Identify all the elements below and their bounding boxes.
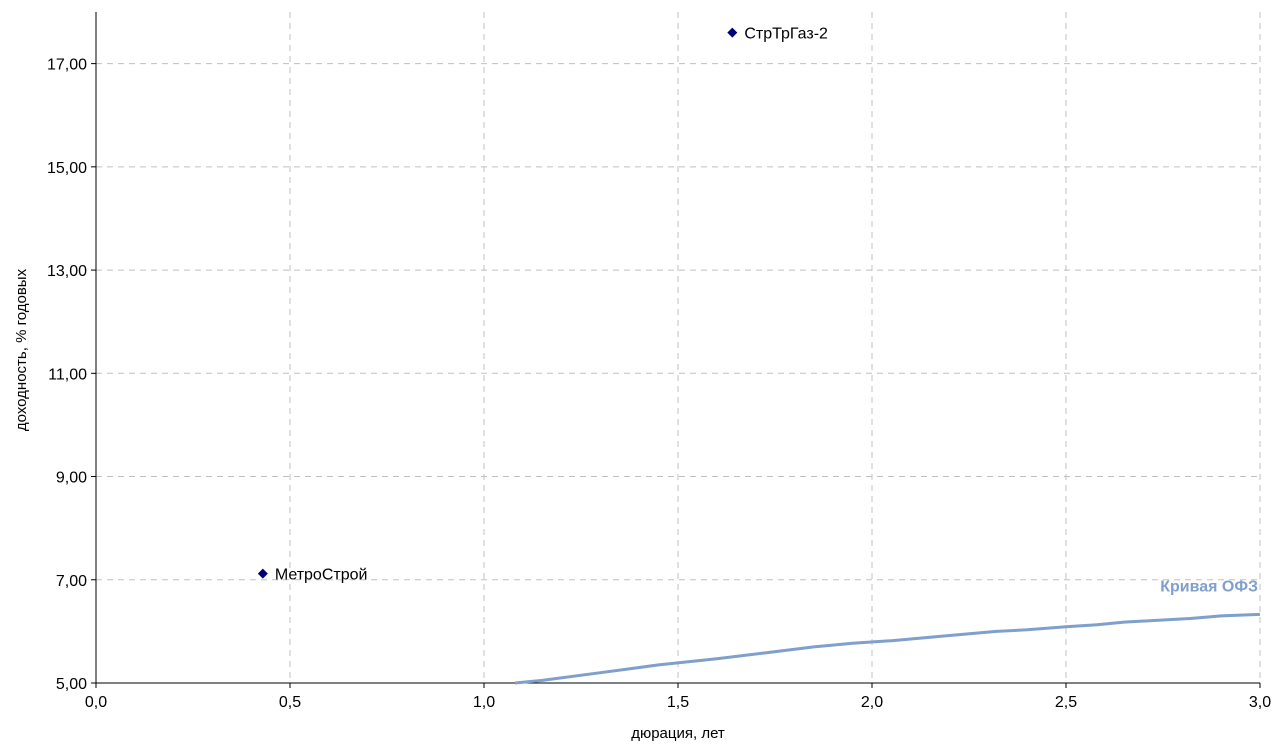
y-tick-label: 15,00 [47, 160, 87, 177]
y-tick-label: 17,00 [47, 57, 87, 74]
y-tick-label: 9,00 [56, 470, 87, 487]
x-tick-label: 3,0 [1249, 694, 1271, 711]
x-tick-label: 1,0 [473, 694, 495, 711]
tick-labels: 0,0 0,5 1,0 1,5 2,0 2,5 3,0 5,00 7,00 9,00 11,00 13… [47, 57, 1271, 711]
x-tick-label: 2,5 [1055, 694, 1077, 711]
x-tick-label: 2,0 [861, 694, 883, 711]
curve-line [514, 612, 1261, 685]
scatter-point [257, 568, 268, 579]
y-tick-label: 11,00 [48, 366, 87, 383]
point-label: СтрТрГаз-2 [744, 26, 828, 43]
y-tick-label: 5,00 [56, 676, 87, 693]
y-tick-label: 7,00 [56, 573, 87, 590]
x-axis-title: дюрация, лет [631, 725, 725, 742]
axes [91, 12, 1261, 688]
x-tick-label: 0,5 [279, 694, 301, 711]
grid-lines [96, 12, 1261, 683]
x-tick-label: 0,0 [85, 694, 107, 711]
curve-label: Кривая ОФЗ [1160, 578, 1258, 595]
point-label: МетроСтрой [275, 567, 368, 584]
x-tick-label: 1,5 [667, 694, 689, 711]
y-axis-title: доходность, % годовых [13, 268, 30, 431]
y-tick-label: 13,00 [47, 263, 87, 280]
series: Кривая ОФЗ МетроСтрой СтрТрГаз-2 [257, 26, 1261, 685]
scatter-point [727, 27, 738, 38]
